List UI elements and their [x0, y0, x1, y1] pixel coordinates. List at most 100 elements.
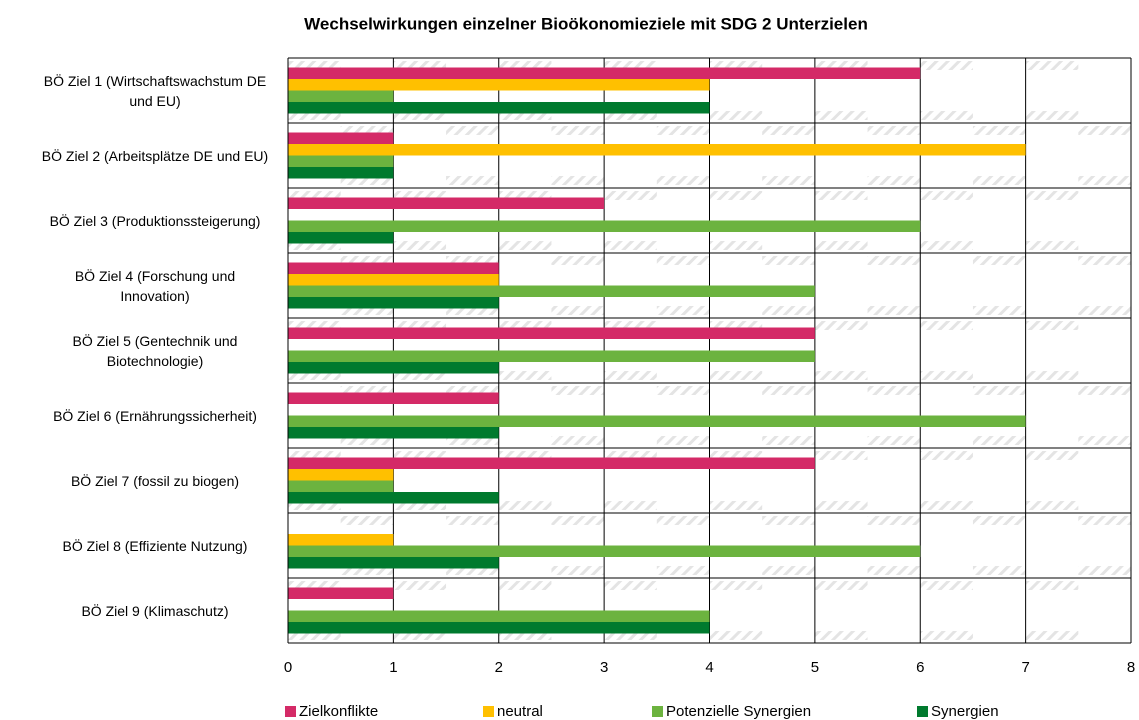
hatch-block: [551, 386, 605, 395]
hatch-block: [288, 111, 341, 120]
bar: [288, 469, 394, 481]
hatch-block: [656, 126, 710, 135]
hatch-block: [604, 111, 657, 120]
x-tick-label: 7: [1021, 659, 1029, 676]
hatch-block: [1025, 631, 1079, 640]
legend-label: Synergien: [931, 703, 999, 720]
hatch-block: [1078, 436, 1131, 445]
hatch-block: [393, 451, 447, 460]
bar: [288, 392, 499, 404]
hatch-block: [1025, 191, 1079, 200]
hatch-block: [814, 371, 868, 380]
hatch-block: [1078, 306, 1131, 315]
hatch-block: [1078, 126, 1131, 135]
hatch-block: [709, 111, 763, 120]
bar: [288, 232, 394, 244]
hatch-block: [972, 126, 1026, 135]
hatch-block: [867, 436, 921, 445]
legend-label: Potenzielle Synergien: [666, 703, 811, 720]
hatch-block: [604, 241, 657, 250]
hatch-block: [498, 111, 552, 120]
hatch-block: [762, 566, 815, 575]
bar: [288, 557, 499, 569]
bar: [288, 67, 921, 79]
hatch-block: [498, 631, 552, 640]
hatch-block: [867, 516, 921, 525]
hatch-block: [1025, 371, 1079, 380]
hatch-block: [288, 321, 341, 330]
hatch-block: [709, 321, 763, 330]
hatch-block: [1078, 566, 1131, 575]
x-tick-label: 3: [600, 659, 608, 676]
hatch-block: [972, 386, 1026, 395]
hatch-block: [1025, 321, 1079, 330]
bar: [288, 197, 605, 209]
x-tick-label: 0: [284, 659, 292, 676]
hatch-block: [972, 436, 1026, 445]
hatch-block: [920, 191, 973, 200]
hatch-block: [1025, 111, 1079, 120]
hatch-block: [288, 581, 341, 590]
bar: [288, 492, 499, 504]
hatch-block: [762, 256, 815, 265]
hatch-block: [1078, 516, 1131, 525]
hatch-block: [814, 581, 868, 590]
hatch-block: [814, 61, 868, 70]
hatch-block: [762, 386, 815, 395]
hatch-block: [656, 386, 710, 395]
y-tick-label: BÖ Ziel 2 (Arbeitsplätze DE und EU): [41, 147, 269, 164]
hatch-block: [972, 256, 1026, 265]
x-tick-label: 4: [705, 659, 713, 676]
hatch-block: [709, 191, 763, 200]
hatch-block: [920, 501, 973, 510]
bar: [288, 610, 710, 622]
hatch-block: [814, 111, 868, 120]
legend-swatch: [285, 706, 296, 717]
legend-swatch: [652, 706, 663, 717]
hatch-block: [551, 566, 605, 575]
bar: [288, 102, 710, 114]
y-tick-label: BÖ Ziel 9 (Klimaschutz): [81, 602, 229, 619]
bar: [288, 79, 710, 91]
hatch-block: [446, 436, 499, 445]
hatch-block: [920, 371, 973, 380]
hatch-block: [656, 176, 710, 185]
hatch-block: [656, 516, 710, 525]
hatch-block: [288, 371, 341, 380]
hatch-block: [709, 451, 763, 460]
hatch-block: [340, 306, 394, 315]
hatch-block: [393, 501, 447, 510]
hatch-block: [920, 581, 973, 590]
hatch-block: [498, 451, 552, 460]
hatch-block: [814, 451, 868, 460]
hatch-block: [1025, 581, 1079, 590]
hatch-block: [814, 321, 868, 330]
hatch-block: [288, 631, 341, 640]
hatch-block: [393, 581, 447, 590]
hatch-block: [446, 256, 499, 265]
hatch-block: [498, 581, 552, 590]
bar: [288, 362, 499, 374]
hatch-block: [604, 451, 657, 460]
legend-swatch: [483, 706, 494, 717]
y-tick-label: BÖ Ziel 8 (Effiziente Nutzung): [62, 537, 248, 554]
hatch-block: [920, 61, 973, 70]
bar: [288, 90, 394, 102]
hatch-block: [288, 61, 341, 70]
hatch-block: [1025, 241, 1079, 250]
hatch-block: [393, 321, 447, 330]
hatch-block: [340, 176, 394, 185]
hatch-block: [709, 631, 763, 640]
hatch-block: [920, 451, 973, 460]
hatch-block: [604, 501, 657, 510]
hatch-block: [972, 176, 1026, 185]
hatch-block: [920, 631, 973, 640]
bar: [288, 274, 499, 286]
hatch-block: [604, 631, 657, 640]
legend-label: Zielkonflikte: [299, 703, 378, 720]
hatch-block: [920, 111, 973, 120]
hatch-block: [867, 126, 921, 135]
hatch-block: [867, 386, 921, 395]
hatch-block: [288, 501, 341, 510]
